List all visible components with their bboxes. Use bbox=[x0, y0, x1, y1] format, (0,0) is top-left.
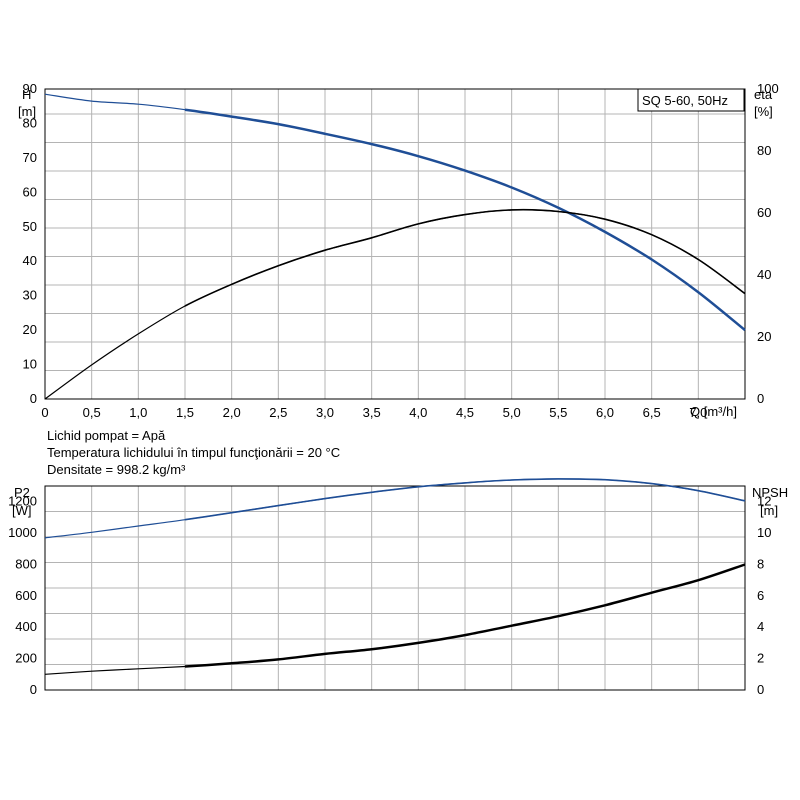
note-density: Densitate = 998.2 kg/m³ bbox=[47, 462, 186, 477]
top-right-axis-unit: [%] bbox=[754, 104, 773, 119]
bottom-right-axis-title: NPSH bbox=[752, 485, 788, 500]
x-tick-label: 5,0 bbox=[503, 405, 521, 420]
x-tick-label: 7,0 bbox=[689, 405, 707, 420]
bottom-plot-frame bbox=[44, 485, 746, 691]
bottom-left-axis-title: P2 bbox=[14, 485, 30, 500]
x-tick-label: 3,0 bbox=[316, 405, 334, 420]
top-right-tick-label: 20 bbox=[757, 329, 771, 344]
top-left-tick-label: 0 bbox=[30, 391, 37, 406]
top-right-axis-title: eta bbox=[754, 87, 773, 102]
x-tick-label: 6,0 bbox=[596, 405, 614, 420]
bottom-left-tick-label: 400 bbox=[15, 619, 37, 634]
bottom-right-tick-label: 8 bbox=[757, 556, 764, 571]
x-tick-label: 2,5 bbox=[269, 405, 287, 420]
top-right-tick-label: 0 bbox=[757, 391, 764, 406]
top-left-tick-label: 40 bbox=[23, 253, 37, 268]
legend-box-text: SQ 5-60, 50Hz bbox=[642, 93, 728, 108]
top-series-0-line bbox=[184, 108, 746, 332]
bottom-left-tick-label: 1000 bbox=[8, 525, 37, 540]
top-series-1-line bbox=[184, 208, 746, 307]
top-chart-grid bbox=[44, 88, 746, 400]
bottom-left-tick-label: 0 bbox=[30, 682, 37, 697]
x-tick-label: 2,0 bbox=[223, 405, 241, 420]
top-right-tick-label: 100 bbox=[757, 81, 779, 96]
bottom-series-1-line-thin bbox=[44, 563, 746, 675]
bottom-right-tick-label: 4 bbox=[757, 619, 764, 634]
x-tick-label: 6,5 bbox=[643, 405, 661, 420]
series-layer bbox=[44, 93, 746, 675]
top-right-tick-label: 40 bbox=[757, 267, 771, 282]
top-left-axis-title: H bbox=[22, 87, 31, 102]
x-tick-label: 0 bbox=[41, 405, 48, 420]
x-tick-label: 4,0 bbox=[409, 405, 427, 420]
bottom-right-tick-label: 0 bbox=[757, 682, 764, 697]
bottom-left-tick-label: 600 bbox=[15, 588, 37, 603]
legend-box bbox=[637, 88, 745, 112]
top-series-0-line-thin bbox=[44, 93, 746, 331]
x-tick-label: 1,0 bbox=[129, 405, 147, 420]
bottom-series-1-line bbox=[184, 563, 746, 668]
top-left-tick-label: 10 bbox=[23, 357, 37, 372]
bottom-right-tick-label: 2 bbox=[757, 651, 764, 666]
x-tick-label: 1,5 bbox=[176, 405, 194, 420]
bottom-series-0-line-thin bbox=[44, 478, 746, 539]
x-tick-label: 3,5 bbox=[363, 405, 381, 420]
note-fluid: Lichid pompat = Apă bbox=[47, 428, 166, 443]
bottom-right-tick-label: 10 bbox=[757, 525, 771, 540]
top-right-tick-label: 80 bbox=[757, 143, 771, 158]
top-left-tick-label: 30 bbox=[23, 288, 37, 303]
top-right-tick-label: 60 bbox=[757, 205, 771, 220]
bottom-chart-grid bbox=[44, 485, 746, 691]
x-tick-label: 4,5 bbox=[456, 405, 474, 420]
note-temperature: Temperatura lichidului în timpul funcţio… bbox=[47, 445, 340, 460]
bottom-right-tick-label: 12 bbox=[757, 494, 771, 509]
top-left-tick-label: 60 bbox=[23, 184, 37, 199]
top-left-tick-label: 80 bbox=[23, 115, 37, 130]
bottom-right-tick-label: 6 bbox=[757, 588, 764, 603]
x-axis-label: Q [m³/h] bbox=[690, 404, 737, 419]
top-left-tick-label: 20 bbox=[23, 322, 37, 337]
bottom-right-axis-unit: [m] bbox=[760, 503, 778, 518]
top-left-tick-label: 70 bbox=[23, 150, 37, 165]
bottom-left-axis-unit: [W] bbox=[12, 503, 32, 518]
bottom-left-tick-label: 200 bbox=[15, 651, 37, 666]
top-left-tick-label: 90 bbox=[23, 81, 37, 96]
top-plot-frame bbox=[44, 88, 746, 400]
bottom-left-tick-label: 800 bbox=[15, 556, 37, 571]
bottom-left-tick-label: 1200 bbox=[8, 494, 37, 509]
top-left-tick-label: 50 bbox=[23, 219, 37, 234]
bottom-series-0-line bbox=[184, 478, 746, 521]
x-tick-label: 0,5 bbox=[83, 405, 101, 420]
x-tick-label: 5,5 bbox=[549, 405, 567, 420]
top-left-axis-unit: [m] bbox=[18, 104, 36, 119]
